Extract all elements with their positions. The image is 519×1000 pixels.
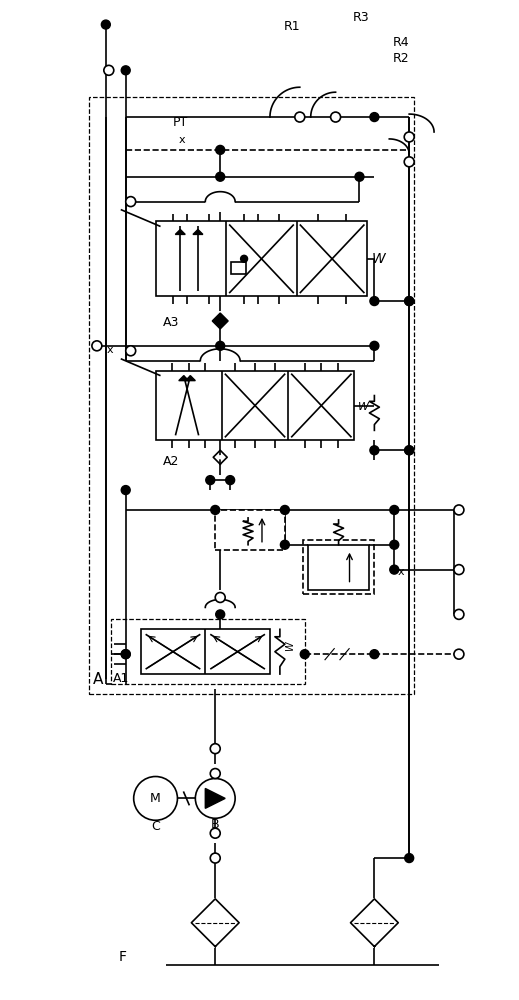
Circle shape xyxy=(121,486,130,495)
Text: A: A xyxy=(93,672,103,687)
Bar xyxy=(215,510,285,550)
Circle shape xyxy=(370,113,379,122)
Circle shape xyxy=(404,132,414,142)
Circle shape xyxy=(210,828,220,838)
Text: W: W xyxy=(372,252,385,266)
Circle shape xyxy=(101,20,111,29)
Circle shape xyxy=(211,505,220,514)
Bar xyxy=(231,262,246,274)
Circle shape xyxy=(370,341,379,350)
Bar xyxy=(89,97,414,694)
Circle shape xyxy=(454,565,464,575)
Text: F: F xyxy=(119,950,127,964)
Circle shape xyxy=(370,297,379,306)
Circle shape xyxy=(295,112,305,122)
Circle shape xyxy=(206,476,215,485)
Text: R2: R2 xyxy=(392,52,409,65)
Circle shape xyxy=(280,505,289,514)
Circle shape xyxy=(216,341,225,350)
Circle shape xyxy=(390,565,399,574)
Circle shape xyxy=(216,145,225,154)
Circle shape xyxy=(370,446,379,455)
Text: x: x xyxy=(179,135,185,145)
Circle shape xyxy=(126,346,135,356)
Circle shape xyxy=(454,609,464,619)
Circle shape xyxy=(331,112,340,122)
Circle shape xyxy=(216,172,225,181)
Polygon shape xyxy=(212,313,228,329)
Text: M: M xyxy=(150,792,161,805)
Circle shape xyxy=(210,744,220,754)
Circle shape xyxy=(210,853,220,863)
Circle shape xyxy=(195,779,235,818)
Circle shape xyxy=(405,297,414,306)
Circle shape xyxy=(280,540,289,549)
Circle shape xyxy=(226,476,235,485)
Polygon shape xyxy=(185,376,195,381)
Text: PT: PT xyxy=(172,116,188,129)
Bar xyxy=(156,221,367,296)
Text: R4: R4 xyxy=(392,36,409,49)
Bar xyxy=(141,629,270,674)
Circle shape xyxy=(355,172,364,181)
Circle shape xyxy=(215,593,225,602)
Polygon shape xyxy=(175,229,185,234)
Circle shape xyxy=(121,650,130,659)
Bar xyxy=(308,545,370,590)
Circle shape xyxy=(92,341,102,351)
Polygon shape xyxy=(179,376,189,381)
Polygon shape xyxy=(206,788,225,808)
Text: R3: R3 xyxy=(352,11,369,24)
Text: W: W xyxy=(358,402,368,412)
Circle shape xyxy=(218,456,222,459)
Text: x: x xyxy=(397,567,404,577)
Text: A2: A2 xyxy=(162,455,179,468)
Circle shape xyxy=(126,197,135,207)
Circle shape xyxy=(404,157,414,167)
Circle shape xyxy=(405,297,414,306)
Circle shape xyxy=(454,649,464,659)
Circle shape xyxy=(134,777,177,820)
Text: W: W xyxy=(285,642,295,651)
Circle shape xyxy=(121,650,130,659)
Circle shape xyxy=(390,540,399,549)
Bar xyxy=(156,371,354,440)
Text: x: x xyxy=(107,345,114,355)
Circle shape xyxy=(301,650,309,659)
Bar xyxy=(111,619,305,684)
Circle shape xyxy=(241,255,248,262)
Text: B: B xyxy=(211,818,220,831)
Circle shape xyxy=(405,446,414,455)
Text: A1: A1 xyxy=(113,672,129,685)
Circle shape xyxy=(210,769,220,779)
Circle shape xyxy=(454,505,464,515)
Bar xyxy=(303,540,374,594)
Polygon shape xyxy=(193,229,203,234)
Circle shape xyxy=(405,854,414,863)
Circle shape xyxy=(390,505,399,514)
Circle shape xyxy=(104,65,114,75)
Text: C: C xyxy=(151,820,160,833)
Circle shape xyxy=(121,66,130,75)
Text: A3: A3 xyxy=(162,316,179,329)
Text: R1: R1 xyxy=(284,20,301,33)
Circle shape xyxy=(370,650,379,659)
Circle shape xyxy=(216,610,225,619)
Circle shape xyxy=(405,446,414,455)
